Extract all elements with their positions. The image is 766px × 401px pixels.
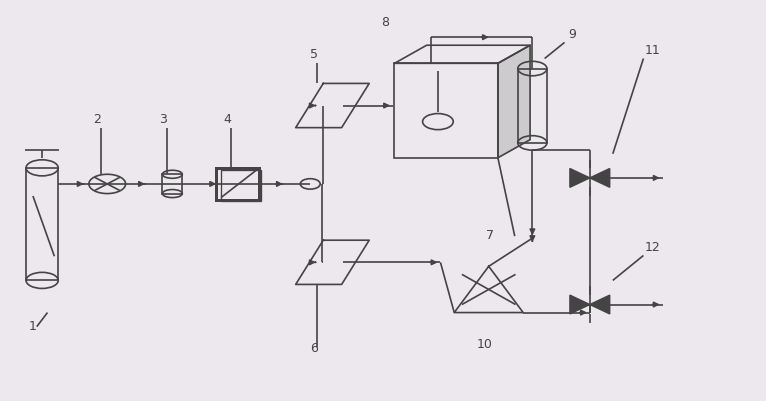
Bar <box>26 168 58 281</box>
Text: 12: 12 <box>645 241 661 253</box>
Text: 1: 1 <box>29 319 37 332</box>
Bar <box>518 69 547 144</box>
Text: 5: 5 <box>310 48 318 61</box>
Bar <box>216 168 258 200</box>
Text: 6: 6 <box>310 341 318 354</box>
Text: 10: 10 <box>476 337 493 350</box>
Text: 4: 4 <box>224 112 231 125</box>
Bar <box>221 171 260 202</box>
Polygon shape <box>570 169 590 188</box>
Polygon shape <box>570 296 590 314</box>
Polygon shape <box>590 296 610 314</box>
Text: 8: 8 <box>381 16 389 29</box>
Text: 9: 9 <box>568 28 576 41</box>
Bar <box>162 175 182 194</box>
Text: 7: 7 <box>486 229 494 241</box>
Text: 3: 3 <box>159 112 167 125</box>
Bar <box>394 64 498 158</box>
Text: 2: 2 <box>93 112 101 125</box>
Polygon shape <box>498 46 530 158</box>
Polygon shape <box>590 169 610 188</box>
Text: 11: 11 <box>645 44 661 57</box>
